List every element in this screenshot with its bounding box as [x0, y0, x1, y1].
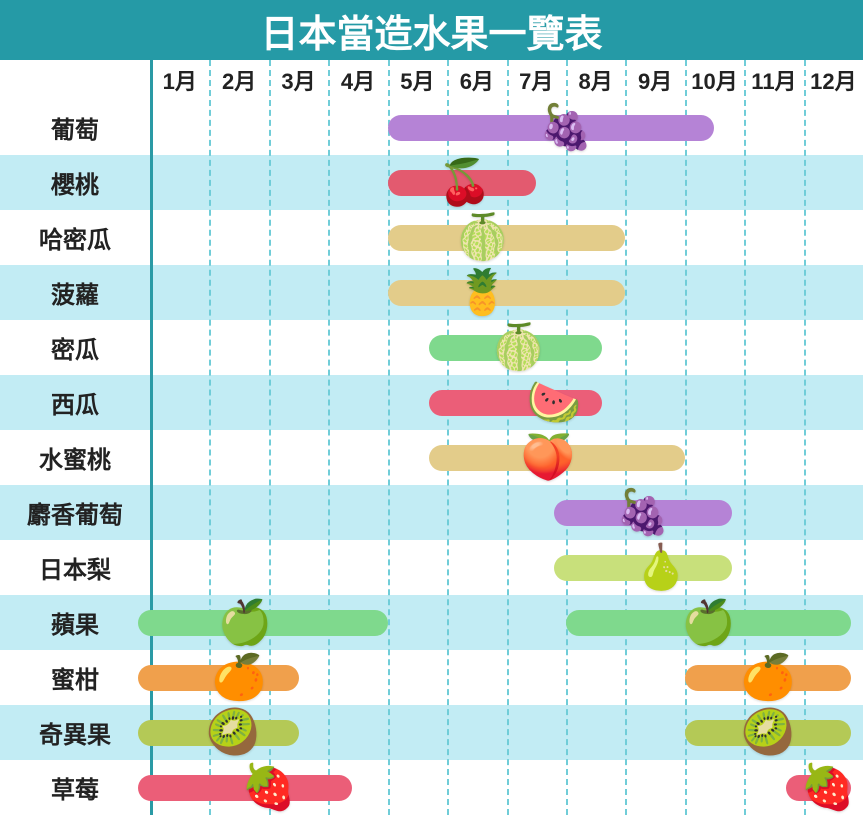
bars-area: 🍉: [150, 375, 863, 430]
fruit-row: 葡萄 🍇: [0, 100, 863, 155]
fruit-label: 水蜜桃: [0, 440, 150, 475]
fruit-label: 密瓜: [0, 330, 150, 365]
fruit-icon: 🍉: [527, 381, 582, 425]
fruit-label: 菠蘿: [0, 275, 150, 310]
fruit-icon: 🍊: [741, 656, 796, 700]
fruit-label: 麝香葡萄: [0, 495, 150, 530]
fruit-row: 草莓🍓🍓: [0, 760, 863, 815]
month-label: 9月: [625, 64, 684, 96]
fruit-icon: 🍐: [634, 546, 689, 590]
fruit-label: 蘋果: [0, 605, 150, 640]
fruit-label: 葡萄: [0, 110, 150, 145]
month-label: 1月: [150, 64, 209, 96]
fruit-label: 櫻桃: [0, 165, 150, 200]
fruit-icon: 🍓: [241, 766, 296, 810]
fruit-row: 菠蘿 🍍: [0, 265, 863, 320]
fruit-row: 水蜜桃 🍑: [0, 430, 863, 485]
fruit-row: 密瓜 🍈: [0, 320, 863, 375]
month-label: 5月: [388, 64, 447, 96]
fruit-icon: 🍈: [455, 216, 510, 260]
fruit-row: 哈密瓜 🍈: [0, 210, 863, 265]
fruit-row: 麝香葡萄 🍇: [0, 485, 863, 540]
fruit-icon: 🍑: [521, 436, 576, 480]
fruit-label: 奇異果: [0, 715, 150, 750]
bars-area: 🍇: [150, 485, 863, 540]
fruit-row: 日本梨 🍐: [0, 540, 863, 595]
bars-area: 🍊🍊: [150, 650, 863, 705]
fruit-label: 蜜柑: [0, 660, 150, 695]
fruit-row: 櫻桃 🍒: [0, 155, 863, 210]
fruit-icon: 🍒: [438, 161, 493, 205]
bars-area: 🍈: [150, 210, 863, 265]
fruit-icon: 🍍: [455, 271, 510, 315]
bars-area: 🍒: [150, 155, 863, 210]
bars-area: 🍓🍓: [150, 760, 863, 815]
fruit-row: 西瓜 🍉: [0, 375, 863, 430]
fruit-icon: 🥝: [741, 711, 796, 755]
bars-area: 🍇: [150, 100, 863, 155]
fruit-icon: 🍊: [212, 656, 267, 700]
fruit-icon: 🍇: [539, 106, 594, 150]
fruit-row: 蜜柑🍊🍊: [0, 650, 863, 705]
bars-area: 🥝🥝: [150, 705, 863, 760]
fruit-season-chart: 日本當造水果一覽表 1月2月3月4月5月6月7月8月9月10月11月12月 葡萄…: [0, 0, 863, 815]
fruit-icon: 🍓: [800, 766, 855, 810]
fruit-row: 奇異果🥝🥝: [0, 705, 863, 760]
fruit-icon: 🥝: [206, 711, 261, 755]
month-label: 2月: [209, 64, 268, 96]
month-label: 7月: [507, 64, 566, 96]
month-label: 11月: [744, 64, 803, 96]
month-label: 8月: [566, 64, 625, 96]
month-label: 4月: [328, 64, 387, 96]
month-label: 6月: [447, 64, 506, 96]
bars-area: 🍑: [150, 430, 863, 485]
fruit-icon: 🍏: [681, 601, 736, 645]
month-header-row: 1月2月3月4月5月6月7月8月9月10月11月12月: [0, 60, 863, 100]
fruit-icon: 🍇: [616, 491, 671, 535]
fruit-label: 日本梨: [0, 550, 150, 585]
month-label: 3月: [269, 64, 328, 96]
fruit-row: 蘋果🍏🍏: [0, 595, 863, 650]
fruit-label: 哈密瓜: [0, 220, 150, 255]
month-label: 12月: [804, 64, 863, 96]
bars-area: 🍈: [150, 320, 863, 375]
fruit-icon: 🍏: [218, 601, 273, 645]
fruit-label: 西瓜: [0, 385, 150, 420]
bars-area: 🍏🍏: [150, 595, 863, 650]
bars-area: 🍍: [150, 265, 863, 320]
month-label: 10月: [685, 64, 744, 96]
fruit-label: 草莓: [0, 770, 150, 805]
month-labels: 1月2月3月4月5月6月7月8月9月10月11月12月: [150, 64, 863, 96]
fruit-icon: 🍈: [491, 326, 546, 370]
chart-rows: 葡萄🍇櫻桃🍒哈密瓜🍈菠蘿🍍密瓜🍈西瓜🍉水蜜桃🍑麝香葡萄🍇日本梨🍐蘋果🍏🍏蜜柑🍊🍊…: [0, 100, 863, 815]
chart-title: 日本當造水果一覽表: [0, 0, 863, 60]
bars-area: 🍐: [150, 540, 863, 595]
